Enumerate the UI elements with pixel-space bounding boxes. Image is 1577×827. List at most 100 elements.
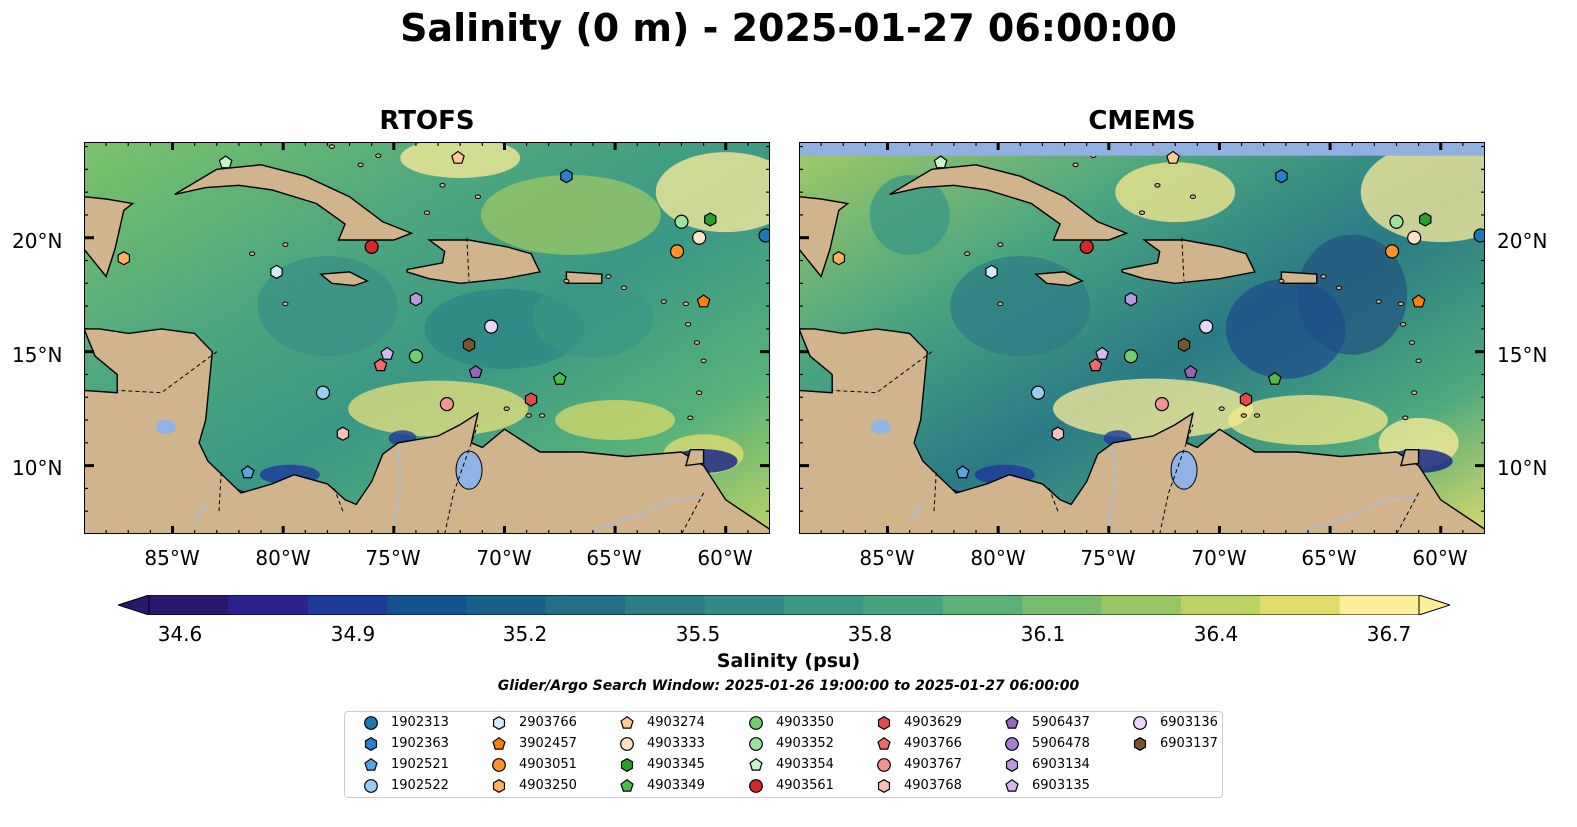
float-marker-4903350 (408, 349, 424, 364)
small-island (997, 242, 1004, 247)
land-mass (799, 142, 850, 278)
figure-title: Salinity (0 m) - 2025-01-27 06:00:00 (400, 6, 1177, 50)
small-island (1411, 390, 1418, 395)
river (393, 447, 402, 528)
colorbar-tick-label: 36.7 (1366, 622, 1412, 646)
colorbar-tick-label: 34.9 (330, 622, 376, 646)
float-marker-4903352 (674, 214, 689, 229)
land-mass (1121, 239, 1256, 285)
legend-label: 6903135 (1032, 778, 1090, 793)
legend-marker-pentagon-icon (620, 715, 634, 729)
small-island (1415, 358, 1422, 364)
float-marker-4903345 (704, 212, 717, 227)
legend-marker-circle-icon (1005, 737, 1019, 751)
land-mass (1399, 449, 1420, 467)
float-marker-6903134 (1124, 292, 1138, 307)
legend-marker-pentagon-icon (492, 736, 506, 750)
country-border (832, 351, 933, 394)
small-island (1189, 194, 1196, 199)
salinity-patch (1053, 378, 1254, 439)
float-marker-6903134 (409, 292, 423, 307)
legend-label: 4903561 (776, 778, 834, 793)
salinity-patch (1227, 395, 1388, 446)
legend-marker-pentagon-icon (877, 736, 891, 750)
float-marker-4903629 (524, 392, 538, 407)
legend-label: 5906478 (1032, 736, 1090, 751)
legend-marker-pentagon-icon (364, 757, 378, 771)
salinity-patch (1115, 162, 1236, 223)
float-marker-4903345 (1419, 212, 1432, 227)
legend-label: 5906437 (1032, 715, 1090, 730)
country-border (1396, 492, 1420, 534)
lon-tick-label: 65°W (1301, 546, 1357, 570)
legend-marker-hexagon-icon (620, 758, 634, 772)
legend-label: 2903766 (519, 715, 577, 730)
lon-tick-label: 80°W (255, 546, 311, 570)
float-marker-4903349 (1267, 371, 1282, 385)
lat-tick-label: 15°N (1497, 343, 1548, 367)
small-island (1278, 278, 1285, 284)
float-marker-4903629 (1239, 392, 1253, 407)
legend-label: 6903137 (1160, 736, 1218, 751)
land-mass (565, 271, 603, 285)
colorbar-segment (387, 595, 467, 615)
float-marker-1902363 (1275, 168, 1288, 184)
legend-marker-pentagon-icon (1005, 715, 1019, 729)
colorbar-tick-label: 34.6 (157, 622, 203, 646)
small-island (1375, 299, 1382, 304)
float-marker-4903333 (692, 230, 707, 245)
float-marker-5906437 (1183, 364, 1198, 379)
small-island (682, 301, 690, 307)
legend-label: 1902521 (391, 757, 449, 772)
lon-tick-label: 80°W (970, 546, 1026, 570)
small-island (474, 194, 481, 199)
lon-tick-label: 70°W (476, 546, 532, 570)
lon-tick-label: 75°W (1080, 546, 1136, 570)
float-marker-1902521 (955, 465, 970, 479)
legend-label: 4903354 (776, 757, 834, 772)
legend-label: 4903766 (904, 736, 962, 751)
small-island (1335, 285, 1343, 291)
float-marker-6903137 (462, 337, 476, 353)
legend-label: 4903767 (904, 757, 962, 772)
float-marker-4903274 (1166, 150, 1180, 164)
legend-marker-hexagon-icon (492, 779, 506, 793)
legend-label: 4903250 (519, 778, 577, 793)
land-mass (889, 164, 1129, 241)
map-panel-cmems (799, 142, 1485, 534)
lon-tick-label: 75°W (365, 546, 421, 570)
colorbar-segment (942, 595, 1023, 615)
small-island (1402, 415, 1409, 421)
small-island (357, 162, 364, 168)
small-island (282, 301, 289, 307)
legend-label: 4903768 (904, 778, 962, 793)
float-marker-4903768 (1051, 426, 1065, 441)
float-marker-2903766 (985, 264, 998, 280)
colorbar-tick-label: 36.1 (1020, 622, 1066, 646)
small-island (375, 153, 382, 158)
colorbar-segment (307, 595, 388, 615)
small-island (605, 274, 612, 279)
small-island (503, 406, 510, 411)
float-marker-4903333 (1407, 230, 1422, 245)
float-marker-1902522 (1030, 385, 1046, 400)
legend-label: 4903350 (776, 715, 834, 730)
legend-marker-pentagon-icon (620, 778, 634, 792)
colorbar-tick-label: 36.4 (1193, 622, 1239, 646)
legend-marker-circle-icon (749, 716, 763, 730)
float-marker-2903766 (270, 264, 283, 280)
colorbar-tick-label: 35.5 (675, 622, 721, 646)
small-island (1320, 274, 1327, 279)
float-marker-4903354 (218, 155, 233, 169)
lake-nicaragua (870, 419, 891, 434)
small-island (700, 358, 707, 364)
river (592, 496, 704, 531)
colorbar-segment (863, 595, 944, 615)
float-marker-5906437 (468, 364, 483, 379)
colorbar-segment (1180, 595, 1261, 615)
colorbar-segment (704, 595, 785, 615)
small-island (1408, 340, 1416, 345)
lon-tick-label: 85°W (144, 546, 200, 570)
float-marker-4903561 (364, 239, 379, 254)
salinity-patch (555, 400, 676, 441)
